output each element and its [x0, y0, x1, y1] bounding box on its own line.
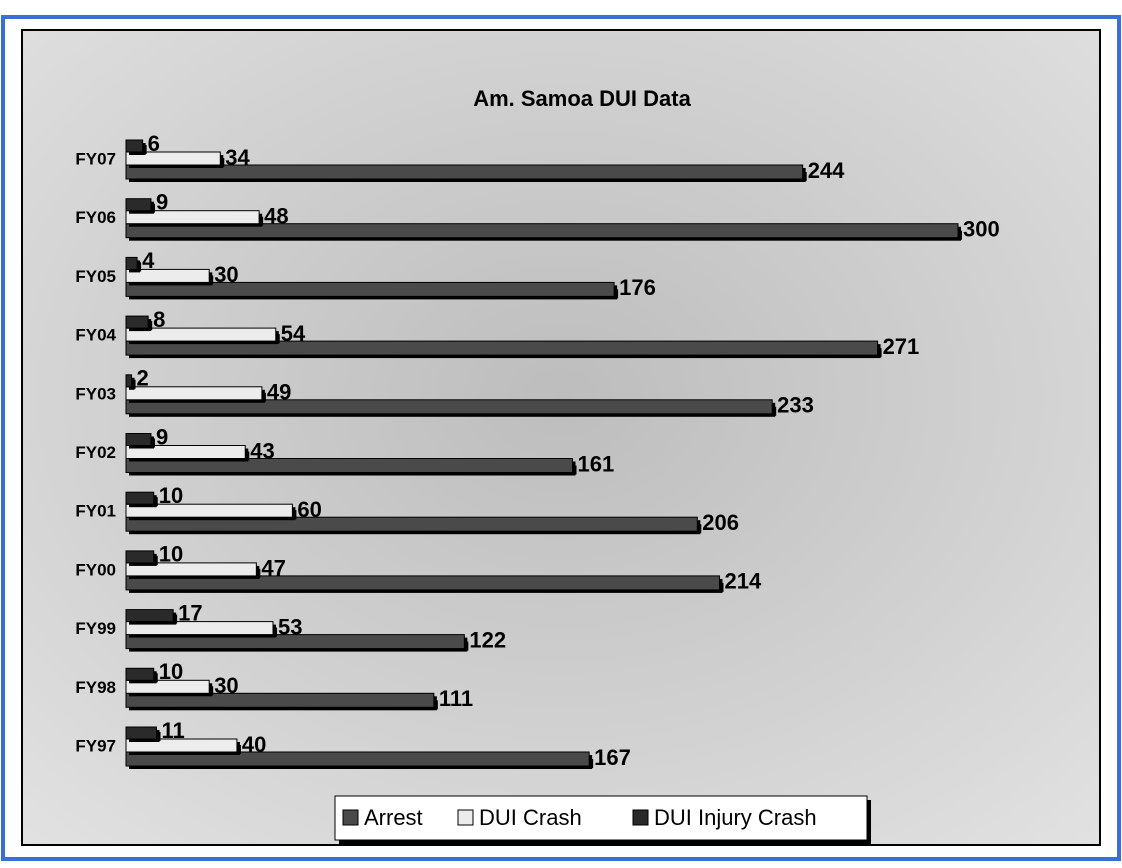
chart: Am. Samoa DUI Data FY07244346FY06300489F… — [0, 0, 1122, 863]
value-label: 167 — [594, 745, 631, 770]
y-tick-label: FY03 — [75, 384, 116, 403]
bar — [126, 140, 143, 152]
bar — [126, 492, 154, 504]
value-label: 30 — [214, 673, 238, 698]
value-marker — [259, 217, 263, 226]
value-label: 233 — [777, 393, 814, 418]
value-marker — [803, 172, 807, 181]
bar — [126, 668, 154, 680]
y-tick-label: FY06 — [75, 208, 116, 227]
value-marker — [143, 145, 147, 154]
value-label: 176 — [619, 275, 656, 300]
value-label: 47 — [261, 556, 285, 581]
legend-label: DUI Crash — [479, 805, 582, 830]
value-marker — [434, 700, 438, 709]
value-marker — [157, 732, 161, 741]
value-label: 30 — [214, 262, 238, 287]
value-label: 60 — [297, 497, 321, 522]
bar — [126, 434, 151, 446]
value-label: 10 — [159, 483, 183, 508]
value-label: 11 — [162, 718, 185, 743]
bar — [126, 316, 148, 328]
y-tick-label: FY00 — [75, 560, 116, 579]
value-marker — [151, 204, 155, 213]
value-label: 10 — [159, 659, 183, 684]
value-label: 6 — [148, 131, 160, 156]
value-label: 122 — [469, 627, 506, 652]
value-label: 40 — [242, 732, 266, 757]
value-label: 111 — [439, 686, 473, 711]
value-marker — [614, 289, 618, 298]
y-tick-label: FY97 — [75, 736, 116, 755]
value-label: 49 — [267, 380, 291, 405]
y-tick-label: FY99 — [75, 619, 116, 638]
value-label: 8 — [153, 307, 165, 332]
value-marker — [237, 745, 241, 754]
value-label: 9 — [156, 190, 168, 215]
value-label: 43 — [250, 438, 274, 463]
value-marker — [273, 628, 277, 637]
value-label: 17 — [178, 600, 202, 625]
value-marker — [154, 497, 158, 506]
value-marker — [154, 556, 158, 565]
legend-swatch — [343, 810, 358, 825]
value-marker — [276, 334, 280, 343]
value-label: 161 — [578, 451, 615, 476]
value-marker — [173, 615, 177, 624]
value-label: 214 — [724, 569, 761, 594]
y-tick-label: FY04 — [75, 326, 116, 345]
bar — [126, 727, 157, 739]
value-marker — [772, 407, 776, 416]
y-tick-label: FY02 — [75, 443, 116, 462]
value-marker — [573, 466, 577, 475]
page: Am. Samoa DUI Data FY07244346FY06300489F… — [0, 0, 1122, 863]
value-label: 244 — [808, 158, 845, 183]
value-label: 271 — [883, 334, 920, 359]
y-tick-label: FY05 — [75, 267, 116, 286]
value-label: 34 — [225, 145, 250, 170]
value-marker — [220, 158, 224, 167]
y-tick-label: FY98 — [75, 678, 116, 697]
value-marker — [878, 348, 882, 357]
bar — [126, 257, 137, 269]
legend-label: Arrest — [364, 805, 423, 830]
value-marker — [958, 231, 962, 240]
value-label: 10 — [159, 542, 183, 567]
value-marker — [148, 321, 152, 330]
bar — [126, 375, 132, 387]
value-marker — [589, 759, 593, 768]
bar — [126, 199, 151, 211]
value-marker — [132, 380, 136, 389]
value-label: 4 — [142, 248, 155, 273]
value-marker — [209, 686, 213, 695]
y-tick-label: FY07 — [75, 149, 116, 168]
value-label: 2 — [137, 366, 149, 391]
bar — [126, 551, 154, 563]
value-marker — [151, 439, 155, 448]
value-marker — [209, 275, 213, 284]
value-marker — [154, 673, 158, 682]
value-label: 206 — [702, 510, 739, 535]
y-tick-label: FY01 — [75, 502, 116, 521]
value-marker — [245, 452, 249, 461]
value-label: 300 — [963, 217, 1000, 242]
value-label: 54 — [281, 321, 306, 346]
bar — [126, 610, 173, 622]
value-marker — [697, 524, 701, 533]
value-marker — [292, 510, 296, 519]
legend-swatch — [633, 810, 648, 825]
value-label: 53 — [278, 614, 302, 639]
value-marker — [256, 569, 260, 578]
value-marker — [137, 262, 141, 271]
value-marker — [464, 642, 468, 651]
value-label: 9 — [156, 424, 168, 449]
value-marker — [719, 583, 723, 592]
legend-label: DUI Injury Crash — [654, 805, 817, 830]
chart-title: Am. Samoa DUI Data — [473, 86, 691, 111]
value-marker — [262, 393, 266, 402]
value-label: 48 — [264, 204, 288, 229]
legend-swatch — [458, 810, 473, 825]
